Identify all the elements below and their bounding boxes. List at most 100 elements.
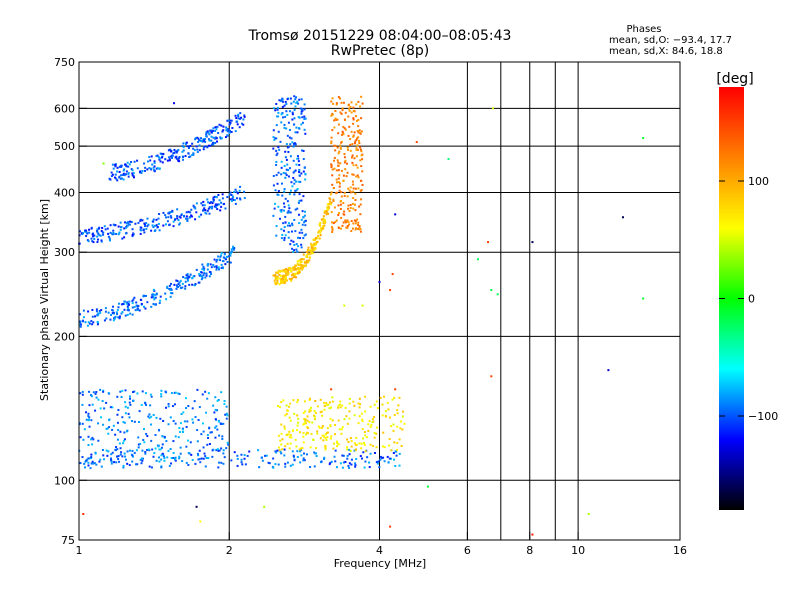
echo-point [360, 117, 363, 120]
echo-point [293, 218, 296, 221]
echo-point [102, 233, 105, 236]
echo-point [330, 142, 333, 145]
echo-point [332, 102, 335, 105]
echo-point [338, 428, 341, 431]
echo-point [282, 278, 285, 281]
echo-point [342, 221, 345, 224]
echo-point [215, 137, 218, 140]
echo-point [300, 266, 303, 269]
echo-point [294, 273, 297, 276]
echo-point [100, 309, 103, 312]
echo-point [220, 205, 223, 208]
echo-point [102, 423, 105, 426]
echo-point [178, 155, 181, 158]
echo-point [116, 395, 119, 398]
echo-point [355, 436, 358, 439]
echo-point [206, 268, 209, 271]
echo-point [299, 263, 302, 266]
echo-point [122, 464, 125, 467]
echo-point [280, 210, 283, 213]
echo-point [173, 218, 176, 221]
echo-point [284, 465, 287, 468]
echo-point [117, 457, 120, 460]
echo-point [179, 279, 182, 282]
echo-point [197, 454, 200, 457]
echo-point [340, 169, 343, 172]
echo-point [133, 160, 136, 163]
echo-point [301, 210, 304, 213]
echo-point [391, 398, 394, 401]
echo-point [144, 166, 147, 169]
echo-point [118, 165, 121, 168]
echo-point [186, 278, 189, 281]
echo-point [347, 148, 350, 151]
echo-point [177, 159, 180, 162]
echo-point [300, 228, 303, 231]
echo-point [198, 149, 201, 152]
echo-point [114, 163, 117, 166]
echo-point [398, 396, 401, 399]
echo-point [131, 169, 134, 172]
colorbar-tick-label: −100 [748, 410, 778, 423]
echo-point [205, 212, 208, 215]
echo-point [302, 195, 305, 198]
echo-point [288, 277, 291, 280]
echo-point [327, 208, 330, 211]
echo-point [163, 459, 166, 462]
echo-point [187, 463, 190, 466]
echo-point [149, 167, 152, 170]
echo-point [171, 209, 174, 212]
echo-point [329, 198, 332, 201]
echo-point [389, 416, 392, 419]
echo-point [330, 164, 333, 167]
echo-point [300, 218, 303, 221]
echo-point [182, 142, 185, 145]
echo-point [348, 417, 351, 420]
echo-point [642, 297, 645, 300]
echo-point [355, 147, 358, 150]
echo-point [147, 415, 150, 418]
echo-point [291, 111, 294, 114]
echo-point [196, 148, 199, 151]
echo-point [363, 443, 366, 446]
echo-point [163, 457, 166, 460]
echo-point [346, 219, 349, 222]
echo-point [313, 415, 316, 418]
echo-point [348, 189, 351, 192]
echo-point [91, 240, 94, 243]
echo-point [340, 432, 343, 435]
echo-point [218, 268, 221, 271]
echo-point [205, 133, 208, 136]
echo-point [329, 461, 332, 464]
echo-point [126, 462, 129, 465]
echo-point [303, 452, 306, 455]
echo-point [285, 404, 288, 407]
echo-point [361, 158, 364, 161]
echo-point [141, 459, 144, 462]
echo-point [185, 461, 188, 464]
echo-point [357, 221, 360, 224]
echo-point [339, 208, 342, 211]
echo-point [122, 178, 125, 181]
echo-point [87, 457, 90, 460]
echo-point [375, 446, 378, 449]
echo-point [103, 225, 106, 228]
echo-point [329, 417, 332, 420]
echo-point [111, 173, 114, 176]
echo-point [117, 409, 120, 412]
echo-point [192, 147, 195, 150]
echo-point [96, 241, 99, 244]
echo-point [118, 175, 121, 178]
echo-point [395, 448, 398, 451]
echo-point [108, 239, 111, 242]
echo-point [201, 393, 204, 396]
echo-point [123, 438, 126, 441]
echo-point [204, 137, 207, 140]
echo-point [165, 406, 168, 409]
echo-point [90, 419, 93, 422]
chart-title: Tromsø 20151229 08:04:00–08:05:43 [248, 28, 512, 44]
echo-point [197, 137, 200, 140]
echo-point [122, 173, 125, 176]
echo-point [390, 425, 393, 428]
echo-point [289, 402, 292, 405]
